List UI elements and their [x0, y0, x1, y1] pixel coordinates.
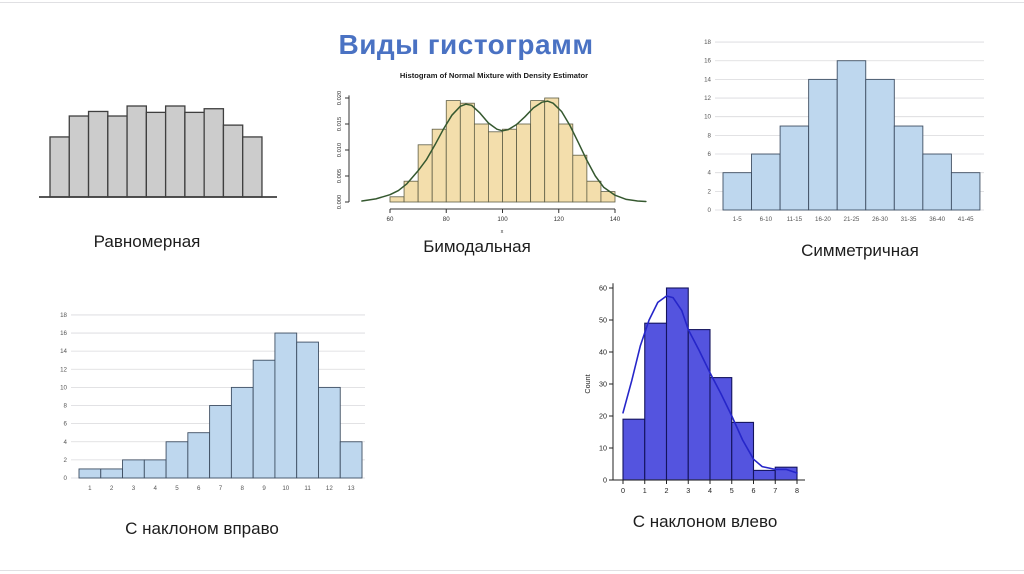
- svg-text:6-10: 6-10: [760, 216, 773, 223]
- uniform-caption: Равномерная: [93, 232, 201, 251]
- svg-text:14: 14: [704, 76, 711, 83]
- svg-text:10: 10: [60, 384, 67, 391]
- svg-text:60: 60: [599, 284, 607, 293]
- svg-text:5: 5: [730, 486, 734, 495]
- svg-text:80: 80: [443, 216, 450, 223]
- svg-text:7: 7: [773, 486, 777, 495]
- svg-text:9: 9: [262, 485, 266, 492]
- svg-text:4: 4: [708, 486, 712, 495]
- bimodal-caption: Бимодальная: [423, 237, 531, 256]
- svg-text:6: 6: [752, 486, 756, 495]
- svg-text:26-30: 26-30: [872, 216, 888, 223]
- svg-text:50: 50: [599, 316, 607, 325]
- svg-text:0: 0: [603, 476, 607, 485]
- svg-text:3: 3: [686, 486, 690, 495]
- svg-text:11: 11: [304, 485, 311, 492]
- svg-text:4: 4: [64, 439, 68, 446]
- svg-text:0.015: 0.015: [337, 117, 343, 132]
- svg-text:Count: Count: [583, 374, 592, 393]
- svg-text:20: 20: [599, 412, 607, 421]
- svg-text:30: 30: [599, 380, 607, 389]
- svg-text:0.000: 0.000: [337, 195, 343, 210]
- svg-text:0: 0: [64, 475, 68, 482]
- svg-text:0.005: 0.005: [337, 169, 343, 184]
- right-skewed-caption: С наклоном вправо: [125, 519, 279, 538]
- svg-text:x: x: [501, 229, 504, 235]
- svg-text:12: 12: [704, 95, 711, 102]
- svg-text:8: 8: [241, 485, 245, 492]
- svg-text:2: 2: [665, 486, 669, 495]
- svg-text:0: 0: [708, 207, 712, 214]
- svg-text:2: 2: [64, 457, 68, 464]
- svg-text:120: 120: [554, 216, 565, 223]
- svg-text:3: 3: [132, 485, 136, 492]
- svg-text:10: 10: [704, 114, 711, 121]
- bottom-divider: [0, 570, 1024, 571]
- svg-text:8: 8: [795, 486, 799, 495]
- svg-text:12: 12: [326, 485, 333, 492]
- top-divider: [0, 2, 1024, 3]
- svg-text:31-35: 31-35: [901, 216, 917, 223]
- svg-text:10: 10: [599, 444, 607, 453]
- svg-text:2: 2: [110, 485, 114, 492]
- svg-text:12: 12: [60, 366, 67, 373]
- symmetric-histogram-figure: 0 2 4 6 8 10 12 14 16 18 1-5 6-10 11-15 16-20 21-25 26-…: [693, 30, 1013, 225]
- svg-text:36-40: 36-40: [929, 216, 945, 223]
- svg-text:41-45: 41-45: [958, 216, 974, 223]
- svg-text:140: 140: [610, 216, 621, 223]
- svg-text:6: 6: [708, 151, 712, 158]
- svg-text:10: 10: [282, 485, 289, 492]
- svg-text:0.020: 0.020: [337, 91, 343, 106]
- svg-text:18: 18: [60, 312, 67, 319]
- svg-text:11-15: 11-15: [787, 216, 803, 223]
- svg-text:16: 16: [60, 330, 67, 337]
- svg-text:4: 4: [708, 170, 712, 177]
- svg-text:100: 100: [497, 216, 508, 223]
- svg-text:0.010: 0.010: [337, 143, 343, 158]
- svg-text:Histogram of Normal Mixture wi: Histogram of Normal Mixture with Density…: [400, 71, 588, 80]
- svg-text:4: 4: [153, 485, 157, 492]
- symmetric-caption: Симметричная: [801, 241, 919, 260]
- svg-text:0: 0: [621, 486, 625, 495]
- skew_left-histogram-svg: 0 10 20 30 40 50 60 0 1 2 3 4 5 6 7 8 Count: [583, 283, 805, 495]
- bimodal-histogram-svg: 0.000 0.005 0.010 0.015 0.020 60 80 100 120 140 Hi…: [337, 71, 647, 235]
- svg-text:14: 14: [60, 348, 67, 355]
- svg-text:16-20: 16-20: [815, 216, 831, 223]
- bimodal-histogram-figure: 0.000 0.005 0.010 0.015 0.020 60 80 100 120 140 Hi…: [333, 62, 653, 237]
- svg-text:8: 8: [708, 132, 712, 139]
- symmetric-histogram-svg: 0 2 4 6 8 10 12 14 16 18 1-5 6-10 11-15 16-20 21-25 26-…: [704, 39, 984, 223]
- left-skewed-histogram-figure: 0 10 20 30 40 50 60 0 1 2 3 4 5 6 7 8 Count: [572, 263, 822, 508]
- svg-text:1-5: 1-5: [733, 216, 743, 223]
- page-title: Виды гистограмм: [338, 28, 594, 60]
- svg-text:60: 60: [387, 216, 394, 223]
- right-skewed-histogram-figure: 0 2 4 6 8 10 12 14 16 18 1 2 3 4 5 6 7 8 9 10 11 12 13: [50, 298, 370, 498]
- uniform-histogram-svg: [39, 105, 277, 198]
- uniform-histogram-figure: [38, 93, 278, 205]
- svg-text:7: 7: [219, 485, 223, 492]
- svg-text:18: 18: [704, 39, 711, 46]
- svg-text:40: 40: [599, 348, 607, 357]
- svg-text:13: 13: [348, 485, 355, 492]
- svg-text:16: 16: [704, 58, 711, 65]
- svg-text:1: 1: [88, 485, 92, 492]
- svg-text:8: 8: [64, 403, 68, 410]
- left-skewed-caption: С наклоном влево: [632, 512, 778, 531]
- svg-text:6: 6: [64, 421, 68, 428]
- svg-text:21-25: 21-25: [844, 216, 860, 223]
- svg-text:2: 2: [708, 188, 712, 195]
- svg-text:1: 1: [643, 486, 647, 495]
- svg-text:5: 5: [175, 485, 179, 492]
- svg-text:6: 6: [197, 485, 201, 492]
